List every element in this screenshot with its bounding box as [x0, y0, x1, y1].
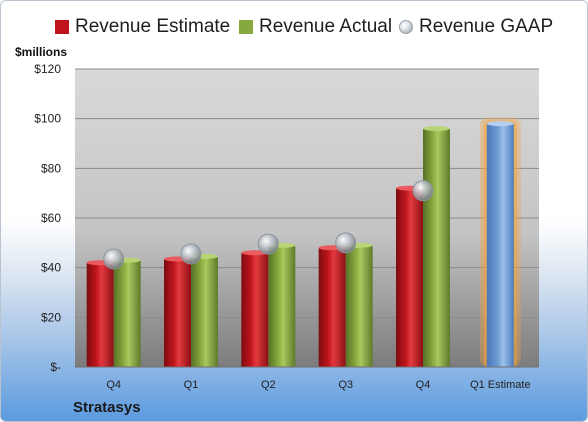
bar-estimate — [241, 252, 269, 367]
legend-label-estimate: Revenue Estimate — [75, 16, 231, 37]
x-tick-label: Q4 — [416, 379, 431, 391]
y-tick-label: $60 — [41, 211, 61, 225]
legend-item-estimate: Revenue Estimate — [55, 16, 230, 38]
x-tick-label: Q1 Estimate — [470, 379, 531, 391]
bar-forecast-top — [486, 121, 514, 127]
legend-item-actual: Revenue Actual — [239, 16, 392, 38]
bar-estimate — [164, 258, 191, 367]
legend-marker-gaap — [399, 20, 413, 34]
bar-actual — [191, 256, 218, 367]
units-label: $millions — [15, 45, 68, 59]
bar-estimate — [86, 262, 114, 367]
y-tick-label: $40 — [41, 261, 61, 275]
company-name: Stratasys — [73, 399, 141, 416]
bar-actual — [113, 260, 141, 367]
point-gaap — [180, 243, 202, 265]
point-gaap — [335, 232, 357, 254]
legend-swatch-actual — [239, 20, 253, 34]
y-tick-label: $80 — [41, 161, 61, 175]
point-gaap — [103, 248, 125, 270]
point-gaap — [412, 180, 434, 202]
legend-swatch-estimate — [55, 20, 69, 34]
bar-estimate — [396, 188, 423, 367]
x-tick-label: Q1 — [184, 379, 199, 391]
y-tick-label: $120 — [34, 62, 61, 76]
bar-actual-top — [423, 126, 450, 132]
legend-item-gaap: Revenue GAAP — [399, 16, 553, 38]
x-tick-label: Q2 — [261, 379, 276, 391]
bar-actual — [268, 245, 296, 367]
y-tick-label: $100 — [34, 112, 61, 126]
bar-actual — [423, 128, 450, 367]
bar-actual — [345, 245, 373, 367]
legend-label-gaap: Revenue GAAP — [419, 16, 554, 37]
y-tick-label: $- — [50, 360, 61, 374]
point-gaap — [257, 233, 279, 255]
legend: Revenue Estimate Revenue Actual Revenue … — [1, 16, 587, 42]
bar-estimate — [318, 247, 346, 367]
x-tick-label: Q4 — [106, 379, 121, 391]
x-tick-label: Q3 — [338, 379, 353, 391]
legend-label-actual: Revenue Actual — [259, 16, 393, 37]
bar-forecast — [486, 123, 514, 367]
y-tick-label: $20 — [41, 310, 61, 324]
